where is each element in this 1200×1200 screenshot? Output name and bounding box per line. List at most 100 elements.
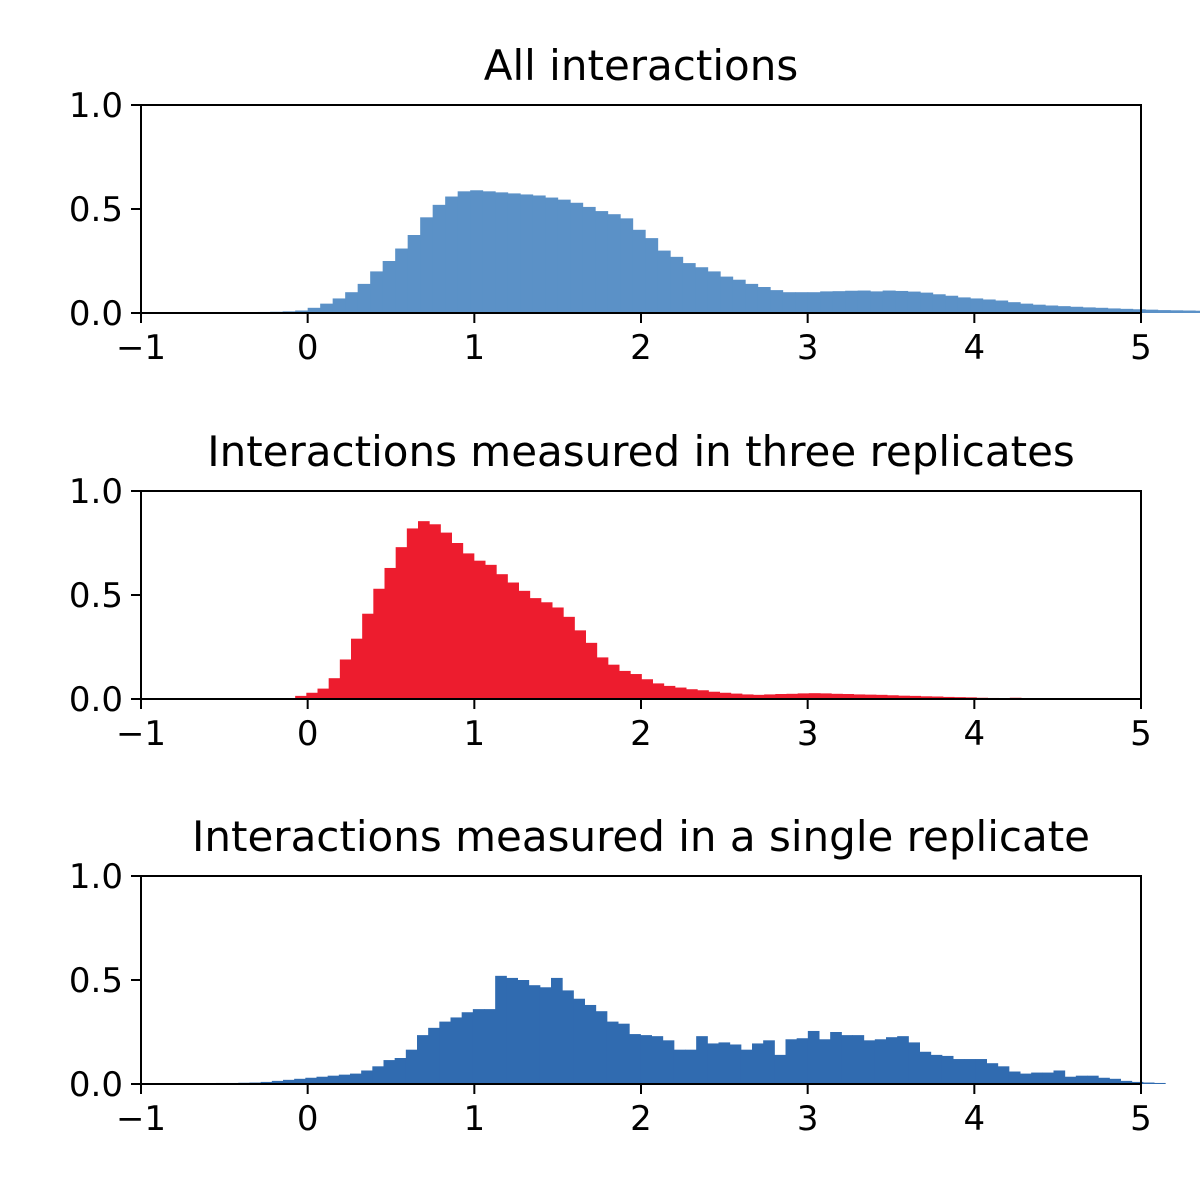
histogram-bar (640, 1035, 652, 1084)
x-tick-label: 1 (464, 1099, 486, 1139)
histogram-bar (582, 206, 596, 313)
histogram-bar (819, 1039, 831, 1084)
histogram-bar (570, 202, 584, 313)
histogram-bar (574, 630, 586, 699)
histogram-bar (350, 1073, 362, 1084)
histogram-bar (808, 693, 821, 699)
histogram-bar (673, 1049, 686, 1084)
histogram-bar (1020, 1073, 1032, 1084)
chart-title: Interactions measured in three replicate… (207, 427, 1075, 476)
histogram-bar (532, 195, 546, 313)
histogram-bar (745, 283, 759, 313)
histogram-bar (457, 191, 471, 313)
histogram-bar (941, 1055, 954, 1084)
histogram-bar (573, 998, 585, 1084)
histogram-bar (439, 1021, 451, 1084)
histogram-bar (473, 560, 486, 699)
histogram-bar (294, 1078, 306, 1084)
histogram-bar (875, 694, 888, 699)
histogram-bar (845, 290, 859, 313)
histogram-bar (506, 977, 518, 1084)
histogram-bar (1109, 1078, 1121, 1084)
histogram-bar (496, 574, 508, 699)
histogram-bar (551, 977, 563, 1084)
histogram-bar (539, 987, 552, 1084)
x-tick-label: 0 (297, 714, 319, 754)
histogram-bar (540, 602, 553, 699)
histogram-bar (585, 642, 598, 699)
histogram-bar (775, 694, 787, 699)
histogram-bar (1098, 1077, 1110, 1084)
histogram-bar (517, 980, 530, 1084)
x-tick-label: 5 (1130, 714, 1152, 754)
x-tick-label: 2 (630, 328, 652, 368)
histogram-bar (382, 261, 396, 313)
histogram-bar (645, 238, 659, 313)
histogram-bar (1070, 306, 1084, 313)
x-tick-label: 2 (630, 714, 652, 754)
histogram-bar (707, 1043, 719, 1084)
histogram-bar (682, 263, 696, 313)
y-tick-label: 1.0 (69, 86, 123, 126)
histogram-bar (970, 298, 984, 313)
histogram-bar (1032, 304, 1046, 313)
histogram-bar (630, 674, 642, 699)
histogram-bar (528, 985, 541, 1084)
x-tick-label: 3 (797, 328, 819, 368)
x-tick-label: 4 (964, 714, 986, 754)
histogram-bar (863, 1040, 876, 1084)
y-tick-label: 0.5 (69, 190, 123, 230)
histogram-bar (740, 1049, 753, 1084)
histogram-bar (432, 204, 446, 313)
histogram-bar (428, 1027, 440, 1084)
histogram-bar (357, 283, 371, 313)
histogram-bar (908, 1042, 920, 1084)
histogram-bar (305, 1077, 317, 1084)
histogram-bar (384, 567, 397, 699)
histogram-bar (1075, 1075, 1088, 1084)
histogram-bar (932, 294, 946, 313)
histogram-bar (807, 1030, 820, 1084)
histogram-bar (632, 229, 646, 313)
x-tick-label: 5 (1130, 1099, 1152, 1139)
histogram-bar (405, 1049, 418, 1084)
y-tick-label: 0.0 (69, 1065, 123, 1105)
histogram-bar (529, 598, 542, 699)
histogram-bar (595, 1011, 608, 1084)
histogram-bar (395, 248, 409, 313)
histogram-bar (451, 543, 464, 699)
axes-frame (140, 490, 1142, 700)
histogram-bar (820, 291, 834, 313)
histogram-bar (1053, 1070, 1066, 1084)
histogram-bar (1145, 309, 1159, 313)
histogram-bar (752, 1043, 764, 1084)
histogram-bar (1064, 1076, 1077, 1084)
histogram-bar (870, 291, 884, 313)
histogram-bar (864, 694, 877, 699)
histogram-bar (841, 1035, 853, 1084)
panel-single-replicate: Interactions measured in a single replic… (69, 812, 1166, 1139)
histogram-bar (920, 696, 933, 699)
histogram-bar (662, 1040, 675, 1084)
x-tick-label: 4 (964, 1099, 986, 1139)
histogram-bar (1132, 309, 1146, 313)
histogram-bar (629, 1034, 641, 1084)
histogram-bar (909, 695, 921, 699)
histogram-bar (1031, 1072, 1043, 1084)
histogram-bar (607, 664, 620, 699)
histogram-bar (470, 190, 484, 313)
histogram-bar (1008, 1071, 1021, 1084)
histogram-bar (797, 693, 810, 699)
histogram-bar (295, 310, 309, 313)
histogram-bar (641, 679, 653, 699)
histogram-bar (339, 659, 352, 699)
histogram-bar (853, 694, 866, 699)
histogram-bar (652, 683, 665, 699)
histogram-bar (485, 564, 497, 699)
histogram-bar (383, 1060, 396, 1084)
histogram-bar (1087, 1075, 1099, 1084)
histogram-bar (741, 694, 754, 699)
histogram-bar (406, 528, 419, 699)
histogram-bar (461, 1012, 474, 1084)
histogram-bar (995, 300, 1009, 313)
